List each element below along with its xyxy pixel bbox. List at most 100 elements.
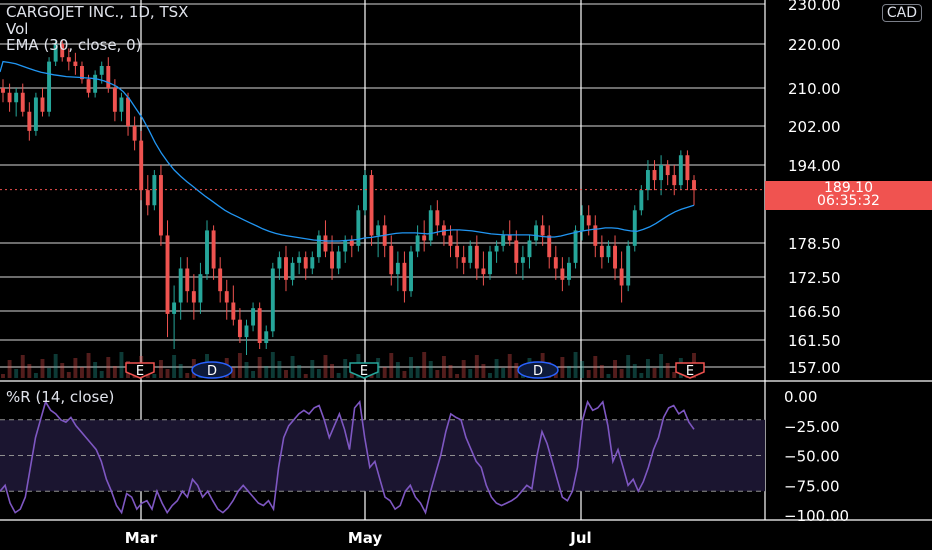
ema-legend: EMA (30, close, 0) — [6, 36, 142, 54]
volume-bar — [402, 371, 407, 378]
volume-bar — [73, 358, 78, 378]
candle-body — [165, 235, 170, 314]
candle-body — [488, 251, 492, 275]
volume-bar — [14, 369, 19, 378]
candle-body — [435, 210, 440, 226]
event-shape — [349, 362, 379, 379]
volume-bar — [99, 371, 104, 378]
volume-bar — [330, 364, 335, 378]
candle-body — [692, 180, 696, 191]
volume-bar — [560, 357, 565, 378]
volume-bar — [112, 366, 117, 378]
volume-bar — [270, 352, 275, 378]
volume-bar — [323, 355, 328, 378]
volume-bar — [441, 356, 446, 378]
volume-bar — [665, 363, 670, 378]
volume-bar — [33, 373, 38, 378]
volume-bar — [632, 364, 637, 378]
volume-bar — [389, 353, 394, 378]
candle-body — [145, 190, 150, 206]
candle-body — [231, 302, 236, 320]
volume-bar — [7, 360, 12, 378]
volume-bar — [264, 366, 269, 378]
volume-bar — [251, 371, 256, 378]
osc-tick-label: −100.00 — [784, 507, 849, 525]
volume-bar — [316, 369, 321, 378]
candle-body — [395, 262, 400, 275]
candle-body — [218, 268, 223, 292]
candle-body — [211, 230, 216, 269]
candle-body — [599, 245, 604, 258]
price-tick-label: 166.50 — [788, 303, 841, 321]
williams-r-line — [0, 399, 695, 515]
candle-body — [139, 140, 144, 191]
candle-body — [40, 97, 45, 112]
candle-body — [501, 235, 506, 246]
earnings-marker[interactable]: E — [349, 362, 379, 379]
candle-body — [652, 170, 657, 181]
event-label: D — [207, 364, 217, 379]
event-label: E — [686, 364, 694, 379]
volume-bar — [284, 370, 288, 378]
osc-tick-label: −25.00 — [784, 418, 840, 436]
candle-body — [547, 235, 552, 258]
volume-bar — [474, 355, 479, 378]
volume-bar — [53, 354, 58, 378]
volume-bar — [435, 370, 440, 378]
candle-body — [514, 240, 519, 263]
candle-body — [685, 155, 690, 181]
volume-bar — [501, 368, 506, 378]
candle-body — [112, 88, 117, 112]
volume-bar — [257, 357, 262, 378]
candle-body — [468, 245, 473, 263]
candle-body — [409, 251, 413, 292]
dividend-marker[interactable]: D — [191, 361, 233, 379]
candle-body — [132, 126, 137, 141]
candle-body — [560, 268, 565, 280]
event-shape — [517, 361, 559, 379]
earnings-marker[interactable]: E — [675, 362, 705, 379]
candle-body — [534, 225, 539, 241]
candle-body — [158, 175, 163, 236]
volume-bar — [481, 364, 486, 378]
price-tick-label: 157.00 — [788, 359, 841, 377]
candle-body — [422, 235, 427, 241]
candle-body — [336, 251, 341, 269]
event-label: E — [136, 364, 144, 379]
candle-body — [80, 66, 84, 80]
candle-body — [290, 262, 295, 280]
volume-bar — [593, 356, 598, 378]
candle-body — [527, 240, 532, 258]
candle-body — [7, 92, 12, 103]
candle-body — [66, 57, 71, 62]
candle-body — [316, 235, 321, 258]
candle-body — [99, 66, 104, 75]
candle-body — [593, 225, 598, 246]
candle-body — [152, 175, 157, 206]
bar-countdown: 06:35:32 — [817, 193, 880, 209]
candle-body — [362, 175, 367, 211]
volume-bar — [119, 352, 124, 378]
price-tick-label: 230.00 — [788, 0, 841, 14]
volume-bar — [395, 362, 400, 378]
volume-bar — [455, 374, 460, 378]
volume-bar — [645, 359, 650, 378]
volume-bar — [158, 360, 163, 378]
candle-body — [251, 308, 256, 326]
volume-bar — [66, 372, 71, 378]
volume-bar — [165, 369, 170, 378]
volume-bar — [461, 360, 466, 378]
event-shape — [675, 362, 705, 379]
volume-bar — [494, 359, 499, 378]
currency-badge[interactable]: CAD — [881, 4, 922, 22]
dividend-marker[interactable]: D — [517, 361, 559, 379]
candle-body — [613, 245, 617, 269]
volume-bar — [626, 355, 631, 378]
candle-body — [297, 257, 302, 263]
volume-bar — [297, 365, 302, 378]
earnings-marker[interactable]: E — [125, 362, 155, 379]
volume-bar — [237, 353, 242, 378]
candle-body — [27, 111, 32, 131]
volume-bar — [422, 352, 427, 378]
